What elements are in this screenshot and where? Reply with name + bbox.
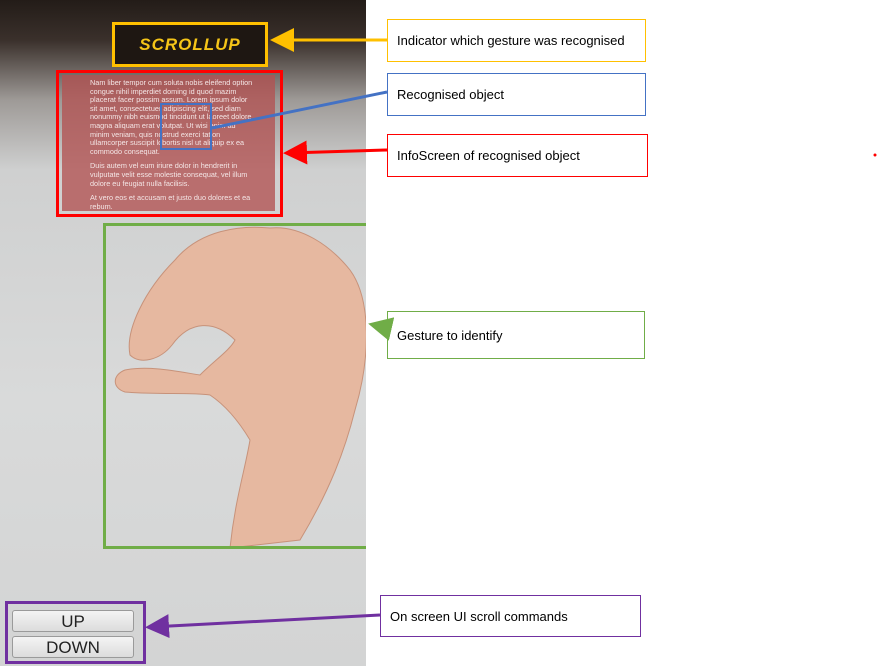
info-paragraph: Nam liber tempor cum soluta nobis eleife…	[90, 78, 253, 156]
ui-highlight	[5, 601, 146, 664]
object-highlight	[160, 103, 212, 150]
dot	[873, 153, 877, 157]
hand	[114, 226, 366, 549]
gesture-highlight	[103, 223, 366, 549]
ar-screen: SCROLLUP Nam liber tempor cum soluta nob…	[0, 0, 366, 666]
annotation: InfoScreen of recognised object	[387, 134, 648, 177]
info-screen-highlight	[56, 70, 283, 217]
annotation: Indicator which gesture was recognised	[387, 19, 646, 62]
arrow	[368, 317, 395, 341]
gesture-indicator: SCROLLUP	[112, 22, 268, 67]
hand-illustration	[114, 226, 366, 549]
annotation: On screen UI scroll commands	[380, 595, 641, 637]
info-paragraph: At vero eos et accusam et justo duo dolo…	[90, 193, 251, 211]
info-paragraph: Duis autem vel eum iriure dolor in hendr…	[90, 161, 248, 188]
up-button[interactable]: UP	[12, 610, 134, 632]
down-button[interactable]: DOWN	[12, 636, 134, 658]
annotation: Recognised object	[387, 73, 646, 116]
annotation: Gesture to identify	[387, 311, 645, 359]
